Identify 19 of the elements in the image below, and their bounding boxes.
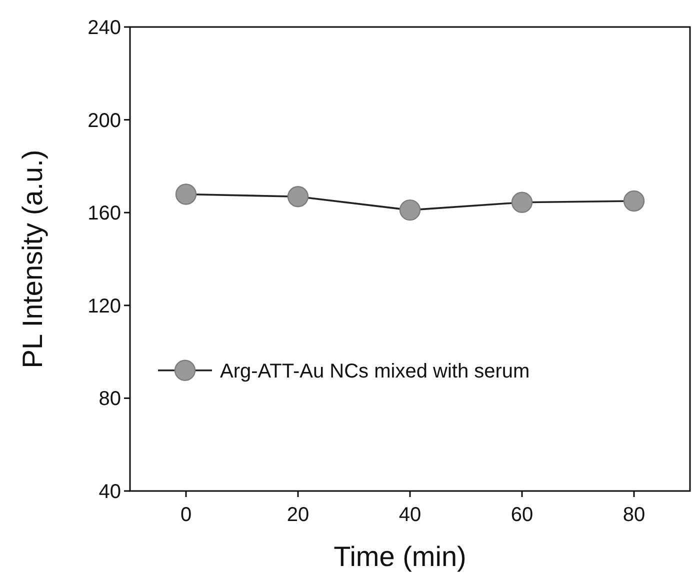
y-tick-label: 200 xyxy=(88,110,121,132)
y-tick-label: 240 xyxy=(88,17,121,39)
point xyxy=(175,184,197,205)
x-tick-label: 20 xyxy=(286,504,310,526)
legend-label: Arg-ATT-Au NCs mixed with serum xyxy=(220,360,530,382)
y-tick-label: 160 xyxy=(88,202,121,225)
point xyxy=(623,190,645,212)
x-tick-label: 80 xyxy=(622,504,646,526)
point xyxy=(511,192,533,213)
x-tick-label: 40 xyxy=(398,504,422,526)
point xyxy=(399,199,421,221)
y-tick-label: 40 xyxy=(98,481,121,503)
point xyxy=(287,186,309,208)
y-tick-label: 120 xyxy=(88,295,121,318)
x-axis-title: Time (min) xyxy=(334,541,466,572)
x-tick-label: 0 xyxy=(180,504,192,526)
y-tick-label: 80 xyxy=(98,388,121,410)
x-tick-label: 60 xyxy=(510,504,534,526)
y-axis-title: PL Intensity (a.u.) xyxy=(17,150,48,368)
